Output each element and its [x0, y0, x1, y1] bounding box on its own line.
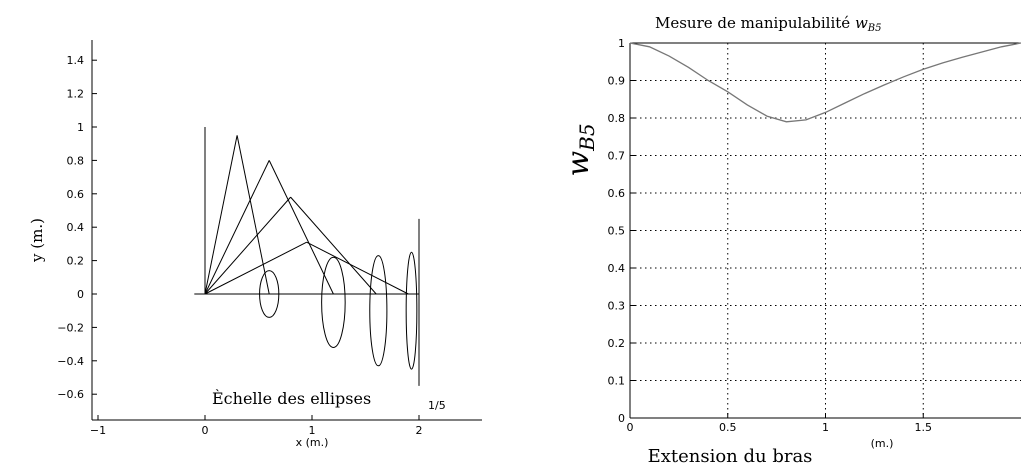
right-y-axis-label-sub: B5 — [575, 123, 599, 151]
manipulability-series-line — [629, 42, 1021, 123]
arm-link-2 — [290, 196, 377, 295]
right-axes — [629, 42, 1021, 419]
right-y-tick-label: 0 — [618, 412, 625, 425]
right-y-axis-label: wB5 — [561, 123, 599, 176]
right-chart-title-var: w — [855, 14, 868, 32]
manipulability-plot: 1 0.9 0.8 0.7 0.6 0.5 0.4 0.3 0.2 0.1 00 0.5 1 1.5 Me… — [561, 14, 1021, 466]
left-y-tick-label: 1.2 — [67, 88, 85, 101]
right-y-tick-label: 0.6 — [608, 187, 626, 200]
left-y-tick-label: 1 — [77, 121, 84, 134]
right-y-tick-label: 0.5 — [608, 225, 626, 238]
right-x-axis-unit: (m.) — [871, 437, 894, 450]
right-x-tick-label: 1 — [822, 421, 829, 434]
right-y-tick-label: 0.4 — [608, 262, 626, 275]
left-y-tick-label: −0.6 — [57, 388, 84, 401]
manipulability-ellipse — [259, 270, 280, 318]
left-y-axis-label: y (m.) — [28, 218, 46, 263]
arm-link-1 — [204, 160, 270, 295]
left-x-tick-label: 1 — [309, 424, 316, 437]
right-x-axis-label: Extension du bras — [648, 446, 813, 466]
right-y-tick-label: 0.1 — [608, 375, 626, 388]
right-x-tick-label: 0 — [627, 421, 634, 434]
left-y-tick-label: −0.2 — [57, 321, 84, 334]
manipulability-ellipse — [405, 251, 418, 370]
arm-link-1 — [204, 135, 238, 295]
right-chart-title: Mesure de manipulabilité wB5 — [655, 14, 882, 34]
ellipse-scale-annotation: Èchelle des ellipses — [212, 388, 371, 408]
left-y-tick-label: 0.8 — [67, 154, 85, 167]
right-chart-title-sub: B5 — [867, 23, 882, 34]
right-y-tick-label: 0.8 — [608, 112, 626, 125]
right-y-tick-label: 0.9 — [608, 75, 626, 88]
manipulability-ellipse — [369, 255, 388, 367]
left-y-tick-label: 0.6 — [67, 188, 85, 201]
manipulability-ellipse — [321, 256, 346, 348]
arm-link-2 — [306, 241, 409, 295]
left-y-tick-label: 0.2 — [67, 255, 85, 268]
right-y-tick-label: 0.2 — [608, 337, 626, 350]
left-y-tick-label: 0 — [77, 288, 84, 301]
left-y-tick-label: 0.4 — [67, 221, 85, 234]
ellipse-scale-value: 1/5 — [428, 399, 446, 412]
left-x-tick-label: 0 — [202, 424, 209, 437]
right-grid — [630, 42, 1021, 418]
arm-link-2 — [268, 160, 334, 295]
right-x-tick-label: 1.5 — [915, 421, 933, 434]
left-axes — [91, 40, 482, 421]
right-x-tick-label: 0.5 — [719, 421, 737, 434]
left-x-tick-label: −1 — [90, 424, 106, 437]
right-y-axis-label-var: w — [561, 151, 596, 177]
right-y-tick-label: 0.3 — [608, 300, 626, 313]
right-y-tick-label: 0.7 — [608, 150, 626, 163]
right-y-tick-label: 1 — [618, 37, 625, 50]
left-y-tick-label: −0.4 — [57, 355, 84, 368]
left-tick-labels: 1.4 1.2 1 0.8 0.6 0.4 0.2 0 −0.2 −0.4 −0.6 −1 0 1 2 — [57, 54, 422, 437]
right-chart-title-text: Mesure de manipulabilité — [655, 14, 855, 32]
left-y-tick-label: 1.4 — [67, 54, 85, 67]
ellipse-plot: 1.4 1.2 1 0.8 0.6 0.4 0.2 0 −0.2 −0.4 −0.6 −1 0 1 2 y … — [28, 40, 482, 449]
left-geometry — [194, 127, 420, 386]
arm-link-2 — [236, 135, 270, 295]
arm-link-1 — [204, 241, 307, 295]
right-tick-labels: 1 0.9 0.8 0.7 0.6 0.5 0.4 0.3 0.2 0.1 00 0.5 1 1.5 — [608, 37, 933, 434]
arm-link-1 — [204, 196, 291, 295]
left-x-axis-label: x (m.) — [296, 436, 329, 449]
left-x-tick-label: 2 — [416, 424, 423, 437]
